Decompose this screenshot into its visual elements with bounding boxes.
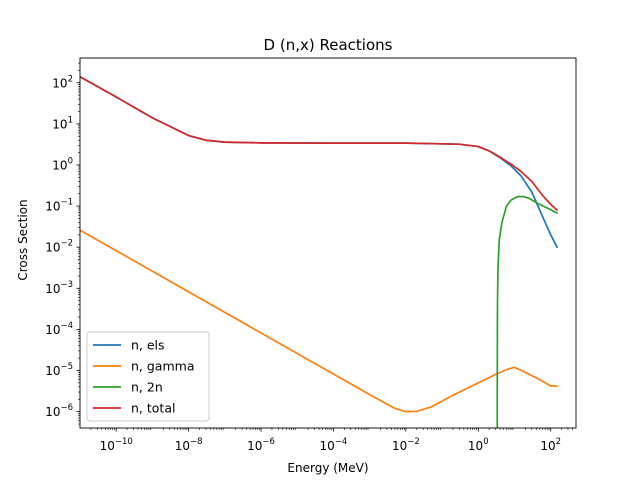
legend-label: n, 2n: [131, 380, 163, 395]
legend-box: [86, 331, 210, 422]
x-tick-label: 10−6: [247, 437, 275, 453]
series-line-3: [496, 195, 558, 428]
x-tick-label: 10−2: [392, 437, 420, 453]
x-tick-label: 102: [540, 437, 561, 453]
chart-title: D (n,x) Reactions: [264, 36, 393, 54]
y-tick-label: 10−1: [45, 198, 73, 214]
series-layer: [80, 75, 558, 428]
y-axis-label: Cross Section: [16, 199, 30, 280]
y-tick-label: 10−3: [45, 280, 73, 296]
x-tick-label: 10−10: [100, 437, 133, 453]
x-axis-label: Energy (MeV): [287, 461, 368, 475]
y-tick-label: 10−2: [45, 239, 73, 255]
y-tick-label: 101: [52, 115, 73, 131]
legend: n, els n, gamma n, 2n n, total: [86, 331, 210, 422]
y-tick-label: 102: [52, 74, 73, 90]
y-tick-label: 100: [52, 156, 73, 172]
y-tick-label: 10−4: [45, 321, 73, 337]
y-tick-label: 10−5: [45, 362, 73, 378]
x-tick-label: 100: [468, 437, 489, 453]
plot-area-frame: [79, 57, 577, 429]
legend-label: n, els: [131, 338, 165, 353]
series-line-2: [80, 229, 558, 413]
x-tick-label: 10−8: [175, 437, 203, 453]
x-axis-ticks: 10−10 10−8 10−6 10−4 10−2 100 102: [90, 428, 573, 453]
series-line-4: [80, 75, 558, 211]
y-tick-label: 10−6: [45, 403, 73, 419]
legend-label: n, total: [131, 401, 175, 416]
legend-label: n, gamma: [131, 359, 194, 374]
x-tick-label: 10−4: [320, 437, 348, 453]
